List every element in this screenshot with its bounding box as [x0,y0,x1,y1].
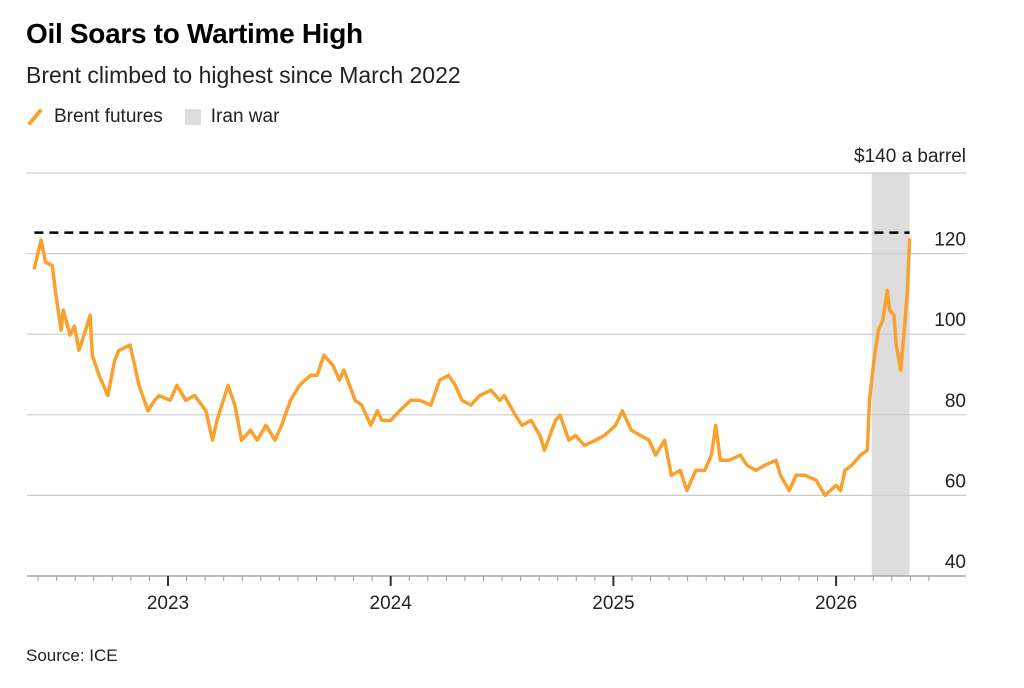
y-tick-label: 80 [945,391,966,412]
x-tick-label: 2025 [592,593,634,614]
chart-title: Oil Soars to Wartime High [26,18,363,49]
chart-subtitle: Brent climbed to highest since March 202… [26,62,461,88]
x-tick-label: 2026 [815,593,857,614]
legend-label: Brent futures [54,106,163,127]
series-line-brent-futures [32,238,912,498]
x-tick-label: 2023 [147,593,189,614]
source-note: Source: ICE [26,646,118,665]
shaded-region-iran-war [871,173,910,576]
y-tick-label: 100 [934,310,966,331]
y-tick-label: 120 [934,230,966,251]
legend: Brent futures Iran war [26,106,301,128]
legend-shade-swatch [184,109,201,125]
y-axis-unit-label: $140 a barrel [854,146,966,167]
y-tick-label: 60 [945,471,966,492]
y-tick-label: 40 [945,552,966,573]
legend-label: Iran war [210,106,280,127]
legend-item-brent: Brent futures [26,106,163,128]
x-tick-label: 2024 [370,593,413,614]
legend-item-iran-war: Iran war [184,106,280,128]
